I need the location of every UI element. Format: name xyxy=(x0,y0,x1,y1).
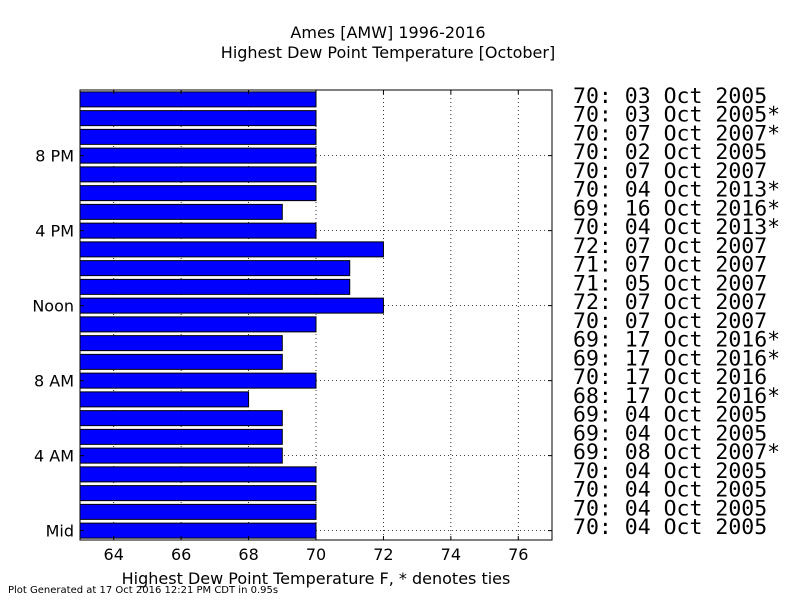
bar-annotation: 70: 07 Oct 2007 xyxy=(573,159,767,184)
bar-annotation: 70: 04 Oct 2005 xyxy=(573,459,767,484)
bar xyxy=(79,466,317,483)
bar xyxy=(79,522,317,539)
bar-annotation: 70: 04 Oct 2005 xyxy=(573,515,767,540)
y-tick-label: 8 AM xyxy=(34,372,74,391)
chart-subtitle: Highest Dew Point Temperature [October] xyxy=(220,43,556,62)
bar xyxy=(79,91,317,108)
bars xyxy=(79,91,384,539)
bar-annotation: 70: 17 Oct 2016 xyxy=(573,365,767,390)
bar-annotation: 71: 05 Oct 2007 xyxy=(573,271,767,296)
y-tick-label: Mid xyxy=(46,522,74,541)
bar-annotation: 70: 03 Oct 2005* xyxy=(573,103,780,128)
bar xyxy=(79,503,317,520)
bar xyxy=(79,185,317,202)
bar xyxy=(79,485,317,502)
bar-annotation: 69: 17 Oct 2016* xyxy=(573,346,780,371)
x-tick-label: 70 xyxy=(306,545,326,564)
bar-annotation: 70: 07 Oct 2007* xyxy=(573,121,780,146)
bar xyxy=(79,110,317,127)
bar xyxy=(79,316,317,333)
bar xyxy=(79,410,283,427)
y-tick-label: 4 PM xyxy=(35,222,74,241)
bar xyxy=(79,447,283,464)
bar-annotation: 70: 02 Oct 2005 xyxy=(573,140,767,165)
y-tick-label: 8 PM xyxy=(35,147,74,166)
x-tick-label: 74 xyxy=(441,545,461,564)
bar-annotation: 72: 07 Oct 2007 xyxy=(573,290,767,315)
bar-annotation: 70: 03 Oct 2005 xyxy=(573,84,767,109)
bar xyxy=(79,203,283,220)
bar-annotation: 72: 07 Oct 2007 xyxy=(573,234,767,259)
bar-annotation: 70: 04 Oct 2005 xyxy=(573,478,767,503)
bar xyxy=(79,260,351,277)
bar-annotation: 70: 04 Oct 2013* xyxy=(573,215,780,240)
bar xyxy=(79,166,317,183)
bar xyxy=(79,128,317,145)
x-tick-label: 76 xyxy=(508,545,528,564)
bar xyxy=(79,428,283,445)
bar xyxy=(79,147,317,164)
bar xyxy=(79,241,384,258)
x-tick-label: 72 xyxy=(373,545,393,564)
y-tick-label: Noon xyxy=(32,297,74,316)
bar-annotation: 69: 08 Oct 2007* xyxy=(573,440,780,465)
bar xyxy=(79,278,351,295)
bar-annotation: 69: 04 Oct 2005 xyxy=(573,421,767,446)
x-axis-label: Highest Dew Point Temperature F, * denot… xyxy=(121,569,511,588)
bar-annotation: 68: 17 Oct 2016* xyxy=(573,384,780,409)
bar-annotation: 69: 04 Oct 2005 xyxy=(573,403,767,428)
bar xyxy=(79,222,317,239)
x-tick-label: 68 xyxy=(238,545,258,564)
axis-ticks: 64 66 68 70 72 74 76 Mid 4 AM 8 AM Noon 4 PM 8 PM xyxy=(32,90,552,564)
y-tick-label: 4 AM xyxy=(34,447,74,466)
footer-note: Plot Generated at 17 Oct 2016 12:21 PM C… xyxy=(8,585,279,596)
x-tick-label: 64 xyxy=(104,545,124,564)
bar-annotation: 70: 04 Oct 2005 xyxy=(573,496,767,521)
x-tick-label: 66 xyxy=(171,545,191,564)
chart-title: Ames [AMW] 1996-2016 xyxy=(290,23,486,42)
bar-annotation: 69: 17 Oct 2016* xyxy=(573,328,780,353)
bar xyxy=(79,372,317,389)
bar-annotation: 70: 04 Oct 2013* xyxy=(573,178,780,203)
bar xyxy=(79,335,283,352)
bar-annotation: 70: 07 Oct 2007 xyxy=(573,309,767,334)
bar-annotation: 71: 07 Oct 2007 xyxy=(573,253,767,278)
bar xyxy=(79,391,250,408)
bar xyxy=(79,353,283,370)
bar-annotation: 69: 16 Oct 2016* xyxy=(573,196,780,221)
bar xyxy=(79,297,384,314)
